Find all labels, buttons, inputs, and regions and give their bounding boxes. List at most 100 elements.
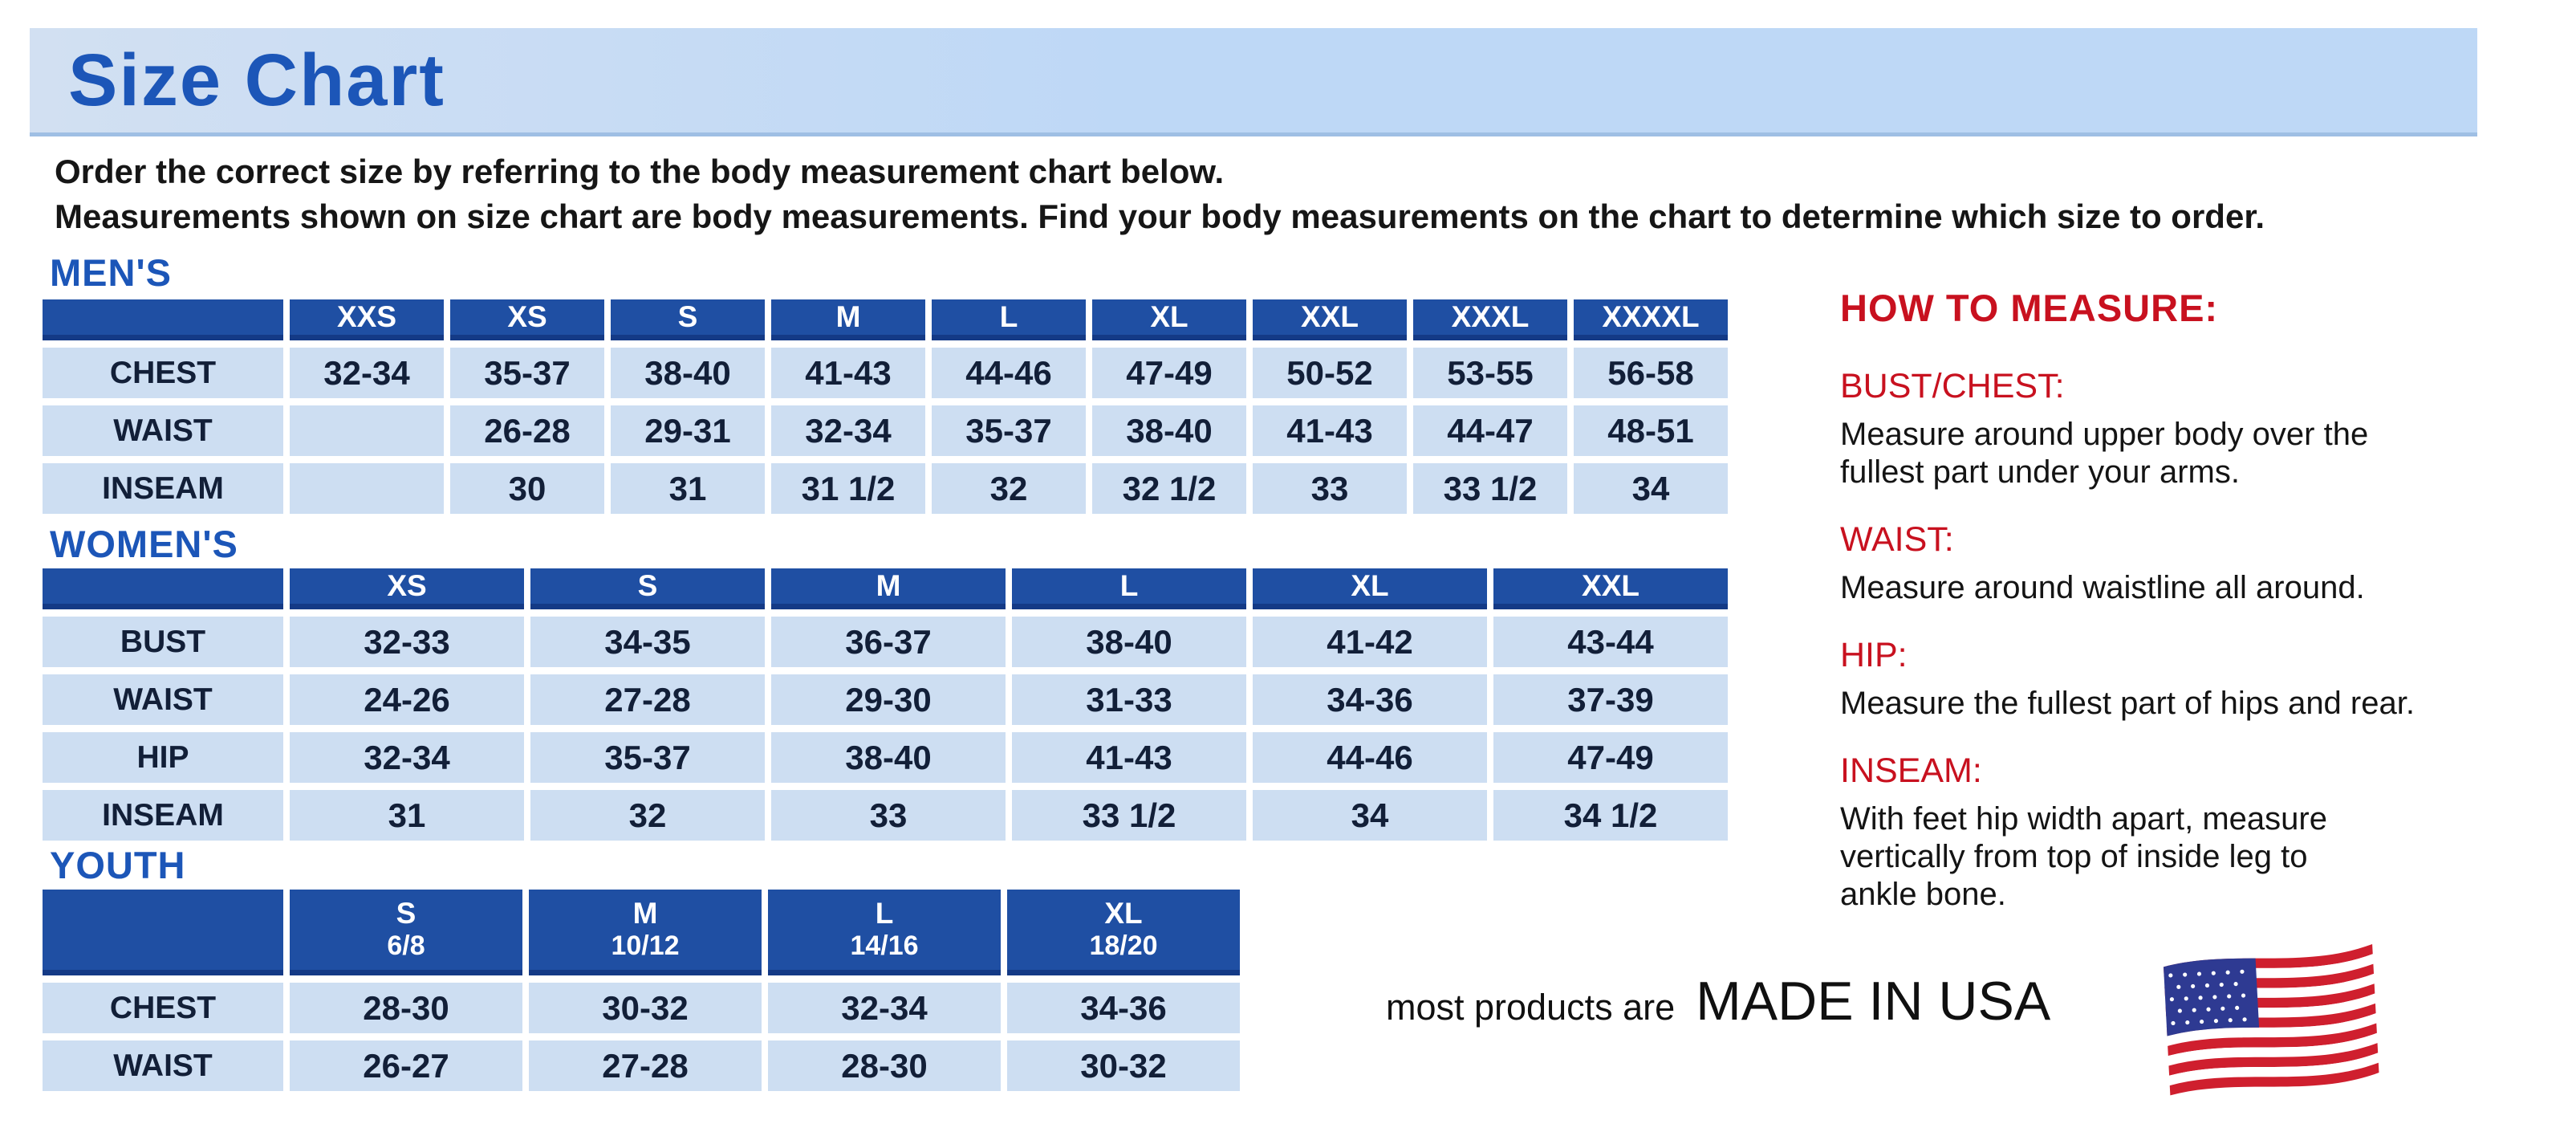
size-range-label: 10/12 (611, 930, 680, 961)
measure-item-text: With feet hip width apart, measure verti… (1840, 801, 2327, 912)
size-value-cell: 32 (932, 463, 1086, 514)
size-value-cell: 24-26 (290, 674, 524, 725)
size-column-header: XXL (1253, 299, 1407, 340)
flag-star (2233, 982, 2238, 987)
table-corner-cell (43, 890, 283, 975)
size-value-cell: 32 (530, 790, 765, 841)
size-range-label: 18/20 (1089, 930, 1158, 961)
flag-star (2183, 972, 2188, 977)
flag-canton (2164, 943, 2261, 1036)
size-value-cell: 32-33 (290, 617, 524, 667)
size-value-cell: 33 1/2 (1012, 790, 1246, 841)
flag-star (2192, 1008, 2196, 1012)
womens-size-table: XS S M L XL XXL BUST 32-33 34-35 36-37 3… (36, 561, 1734, 848)
measurement-row-label: CHEST (43, 348, 283, 398)
usa-flag-icon (2164, 943, 2379, 1096)
size-column-header: XXL (1493, 568, 1728, 609)
flag-star (2241, 993, 2246, 998)
size-column-header: S (530, 568, 765, 609)
flag-star (2177, 1008, 2182, 1013)
title-bar: Size Chart (30, 28, 2477, 136)
how-to-measure-panel: HOW TO MEASURE: BUST/CHEST: Measure arou… (1840, 286, 2562, 914)
footer-prefix-text: most products are (1386, 987, 1676, 1028)
size-value-cell: 34 (1253, 790, 1487, 841)
size-value-cell: 27-28 (530, 674, 765, 725)
made-in-usa-text: MADE IN USA (1696, 971, 2051, 1032)
flag-stripe (2167, 1013, 2377, 1046)
table-row: CHEST 28-30 30-32 32-34 34-36 (43, 983, 1240, 1033)
size-value-cell: 41-42 (1253, 617, 1487, 667)
size-value-cell: 31 (290, 790, 524, 841)
size-value-cell: 29-30 (771, 674, 1006, 725)
size-value-cell: 56-58 (1574, 348, 1728, 398)
size-value-cell: 44-47 (1413, 405, 1567, 456)
size-value-cell (290, 405, 444, 456)
flag-star (2212, 995, 2217, 1000)
size-value-cell: 44-46 (1253, 732, 1487, 783)
size-value-cell: 35-37 (530, 732, 765, 783)
flag-star (2196, 971, 2202, 976)
size-value-cell: 26-28 (450, 405, 604, 456)
measure-item-label: BUST/CHEST: (1840, 367, 2065, 405)
size-column-header: XXXXL (1574, 299, 1728, 340)
flag-star (2184, 996, 2188, 1001)
size-value-cell: 27-28 (529, 1040, 762, 1091)
mens-header-row: XXS XS S M L XL XXL XXXL XXXXL (43, 299, 1728, 340)
size-value-cell: 28-30 (768, 1040, 1001, 1091)
size-column-header: XL 18/20 (1007, 890, 1240, 975)
flag-stripe (2169, 1062, 2379, 1096)
size-column-header: XS (290, 568, 524, 609)
size-column-header: XXXL (1413, 299, 1567, 340)
measurement-row-label: INSEAM (43, 463, 283, 514)
size-value-cell: 33 (771, 790, 1006, 841)
measurement-row-label: BUST (43, 617, 283, 667)
size-value-cell: 31 1/2 (771, 463, 925, 514)
measurement-row-label: INSEAM (43, 790, 283, 841)
size-value-cell: 36-37 (771, 617, 1006, 667)
size-column-header: S (611, 299, 765, 340)
made-in-usa-line: most products are MADE IN USA (1386, 970, 2050, 1032)
measurement-row-label: WAIST (43, 674, 283, 725)
flag-star (2206, 1007, 2211, 1012)
measurement-row-label: WAIST (43, 405, 283, 456)
flag-star (2200, 1020, 2204, 1024)
flag-star (2235, 1005, 2240, 1010)
size-column-header: L (932, 299, 1086, 340)
measurement-row-label: WAIST (43, 1040, 283, 1091)
youth-header-row: S 6/8 M 10/12 L 14/16 XL 18/20 (43, 890, 1240, 975)
flag-star (2225, 970, 2230, 975)
table-row: INSEAM 31 32 33 33 1/2 34 34 1/2 (43, 790, 1728, 841)
size-value-cell: 33 1/2 (1413, 463, 1567, 514)
size-value-cell: 31 (611, 463, 765, 514)
size-value-cell: 41-43 (771, 348, 925, 398)
womens-section-heading: WOMEN'S (50, 523, 238, 565)
size-value-cell: 26-27 (290, 1040, 522, 1091)
flag-stripe (2168, 1032, 2378, 1066)
size-label: L (875, 897, 894, 930)
table-corner-cell (43, 568, 283, 609)
table-row: CHEST 32-34 35-37 38-40 41-43 44-46 47-4… (43, 348, 1728, 398)
size-value-cell: 30-32 (1007, 1040, 1240, 1091)
mens-section-heading: MEN'S (50, 251, 172, 294)
size-column-header: L (1012, 568, 1246, 609)
size-value-cell: 48-51 (1574, 405, 1728, 456)
table-corner-cell (43, 299, 283, 340)
size-range-label: 6/8 (387, 930, 425, 961)
size-value-cell: 44-46 (932, 348, 1086, 398)
measure-item-label: INSEAM: (1840, 751, 1982, 790)
flag-star (2204, 983, 2210, 988)
flag-star (2169, 997, 2174, 1002)
size-column-header: XL (1092, 299, 1246, 340)
size-value-cell: 43-44 (1493, 617, 1728, 667)
flag-star (2168, 973, 2173, 978)
size-value-cell: 34-35 (530, 617, 765, 667)
size-value-cell: 33 (1253, 463, 1407, 514)
size-value-cell: 34-36 (1253, 674, 1487, 725)
size-value-cell: 47-49 (1092, 348, 1246, 398)
flag-star (2213, 1019, 2219, 1024)
measure-item-text: Measure around upper body over the fulle… (1840, 417, 2369, 490)
size-column-header: XS (450, 299, 604, 340)
size-value-cell: 30-32 (529, 983, 762, 1033)
size-value-cell: 38-40 (1092, 405, 1246, 456)
